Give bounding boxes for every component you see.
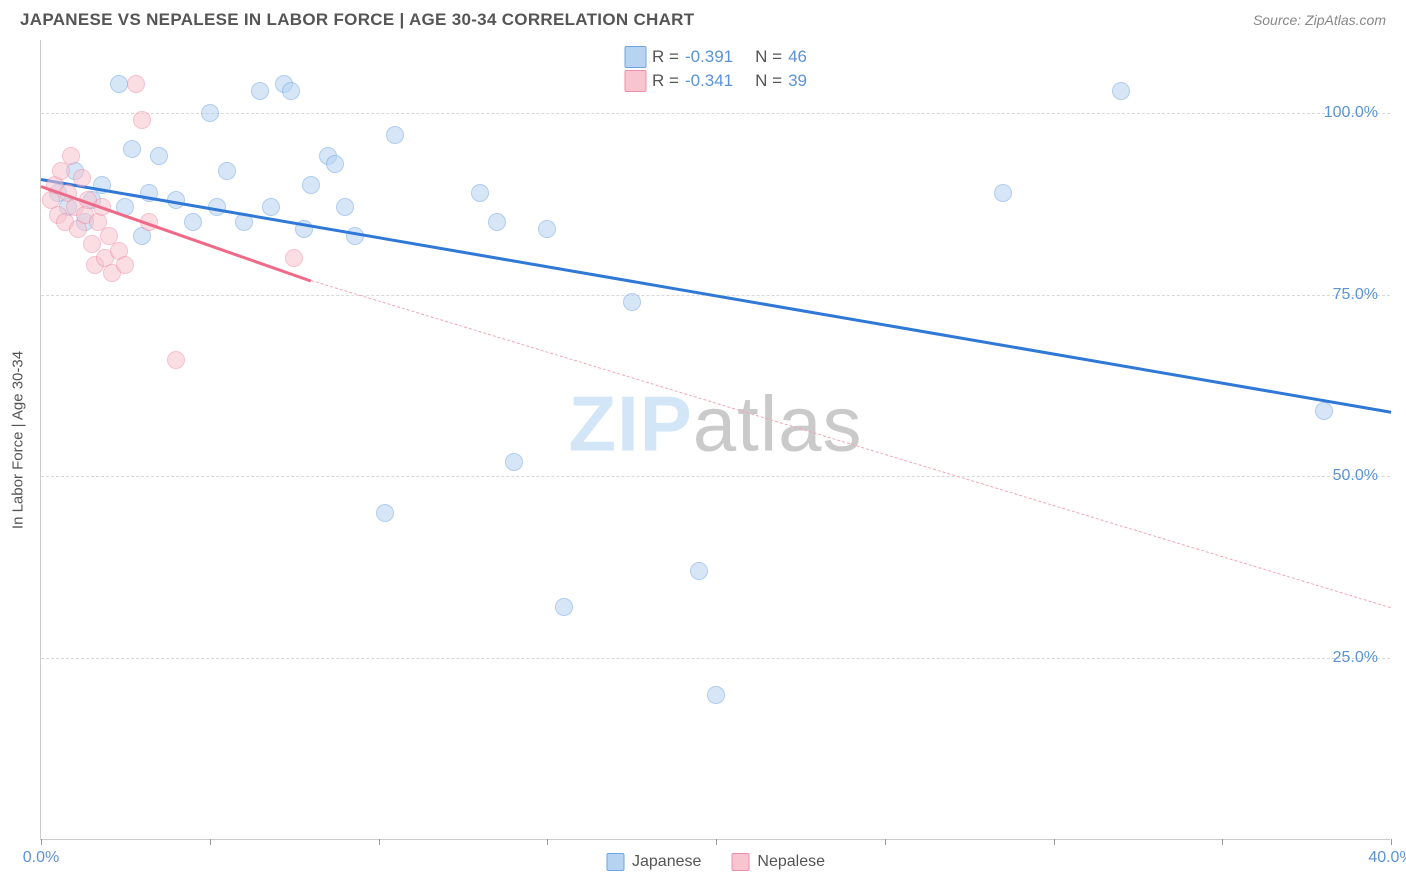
x-tick: [379, 839, 380, 845]
trend-line: [41, 178, 1391, 413]
gridline: [41, 113, 1390, 114]
data-point: [133, 111, 151, 129]
legend-item: Japanese: [606, 853, 701, 871]
data-point: [73, 169, 91, 187]
watermark-b: atlas: [693, 379, 863, 467]
data-point: [1112, 82, 1130, 100]
data-point: [505, 453, 523, 471]
data-point: [386, 126, 404, 144]
x-tick: [1391, 839, 1392, 845]
legend-series: Japanese Nepalese: [606, 853, 825, 871]
legend-r-value: -0.391: [685, 47, 733, 67]
data-point: [623, 293, 641, 311]
data-point: [150, 147, 168, 165]
chart-source: Source: ZipAtlas.com: [1253, 12, 1386, 28]
data-point: [62, 147, 80, 165]
data-point: [83, 235, 101, 253]
data-point: [707, 686, 725, 704]
gridline: [41, 476, 1390, 477]
data-point: [218, 162, 236, 180]
data-point: [127, 75, 145, 93]
y-tick-label: 25.0%: [1333, 649, 1378, 667]
data-point: [302, 176, 320, 194]
legend-swatch: [624, 46, 646, 68]
legend-n-value: 39: [788, 71, 807, 91]
plot-area: ZIPatlas R =-0.391N =46R =-0.341N =39 Ja…: [40, 40, 1390, 840]
legend-row: R = -0.391 N = 46: [624, 46, 807, 68]
legend-r-label: R =: [652, 47, 679, 67]
x-tick-label: 40.0%: [1368, 849, 1406, 867]
y-tick-label: 75.0%: [1333, 286, 1378, 304]
x-tick: [547, 839, 548, 845]
x-tick-label: 0.0%: [23, 849, 59, 867]
legend-n-value: 46: [788, 47, 807, 67]
y-axis-label: In Labor Force | Age 30-34: [10, 351, 27, 529]
x-tick: [716, 839, 717, 845]
x-tick: [210, 839, 211, 845]
gridline: [41, 658, 1390, 659]
legend-correlation: R = -0.391 N = 46 R = -0.341 N = 39: [616, 40, 815, 98]
x-tick: [885, 839, 886, 845]
data-point: [994, 184, 1012, 202]
data-point: [336, 198, 354, 216]
data-point: [376, 504, 394, 522]
data-point: [110, 75, 128, 93]
legend-label: Japanese: [632, 853, 701, 871]
watermark-a: ZIP: [568, 379, 692, 467]
data-point: [184, 213, 202, 231]
legend-n-label: N =: [755, 71, 782, 91]
plot-wrapper: In Labor Force | Age 30-34 ZIPatlas R =-…: [40, 40, 1390, 840]
x-tick: [41, 839, 42, 845]
legend-r-label: R =: [652, 71, 679, 91]
data-point: [251, 82, 269, 100]
legend-swatch: [731, 853, 749, 871]
data-point: [326, 155, 344, 173]
watermark: ZIPatlas: [568, 378, 862, 469]
data-point: [1315, 402, 1333, 420]
legend-swatch: [606, 853, 624, 871]
legend-row: R = -0.341 N = 39: [624, 70, 807, 92]
data-point: [123, 140, 141, 158]
x-tick: [1222, 839, 1223, 845]
trend-line: [311, 280, 1391, 608]
data-point: [488, 213, 506, 231]
data-point: [201, 104, 219, 122]
chart-title: JAPANESE VS NEPALESE IN LABOR FORCE | AG…: [20, 10, 694, 30]
data-point: [285, 249, 303, 267]
data-point: [262, 198, 280, 216]
x-tick: [1054, 839, 1055, 845]
legend-swatch: [624, 70, 646, 92]
data-point: [471, 184, 489, 202]
legend-item: Nepalese: [731, 853, 825, 871]
y-tick-label: 100.0%: [1324, 104, 1378, 122]
legend-r-value: -0.341: [685, 71, 733, 91]
y-tick-label: 50.0%: [1333, 467, 1378, 485]
data-point: [282, 82, 300, 100]
chart-header: JAPANESE VS NEPALESE IN LABOR FORCE | AG…: [0, 0, 1406, 36]
data-point: [116, 256, 134, 274]
data-point: [167, 351, 185, 369]
data-point: [538, 220, 556, 238]
legend-label: Nepalese: [757, 853, 825, 871]
legend-n-label: N =: [755, 47, 782, 67]
data-point: [690, 562, 708, 580]
data-point: [555, 598, 573, 616]
